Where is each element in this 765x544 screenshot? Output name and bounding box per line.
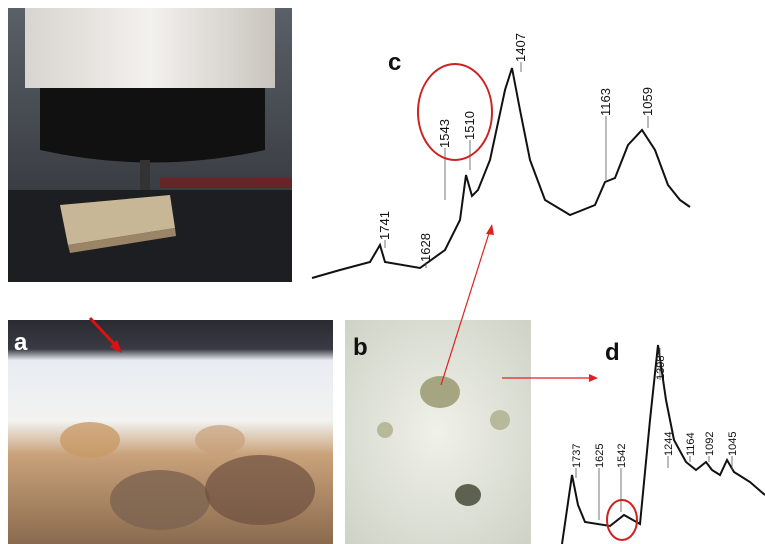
peak-label: 1244 xyxy=(663,432,675,456)
figure: a b c 1741 1628 1543 1510 1407 1163 1059 d 173… xyxy=(0,0,765,544)
panel-a: a xyxy=(8,318,333,544)
particle xyxy=(420,376,460,408)
particle xyxy=(455,484,481,506)
spectrum-d: d 1737 1625 1542 1398 1244 1164 1092 1045 xyxy=(502,339,765,544)
objective-ring xyxy=(40,88,265,163)
micrograph xyxy=(345,320,531,544)
peak-label: 1628 xyxy=(418,233,433,262)
objective-tip xyxy=(140,160,150,190)
peak-label: 1542 xyxy=(616,444,628,468)
peak-label: 1092 xyxy=(704,432,716,456)
microscope-photo xyxy=(8,8,292,282)
peak-label: 1407 xyxy=(513,33,528,62)
grain xyxy=(110,470,210,530)
panel-label: a xyxy=(14,329,28,356)
red-light xyxy=(160,178,292,188)
peak-label: 1163 xyxy=(598,88,613,116)
arrow-head xyxy=(589,374,598,382)
microscope-head xyxy=(25,8,275,88)
peak-label: 1059 xyxy=(640,87,655,116)
peak-label: 1045 xyxy=(727,432,739,456)
grain xyxy=(60,422,120,458)
peak-label: 1510 xyxy=(462,111,477,140)
peak-label: 1543 xyxy=(437,119,452,148)
panel-label: c xyxy=(388,49,401,76)
highlight-ellipse xyxy=(418,64,492,160)
grain xyxy=(195,425,245,455)
particle xyxy=(377,422,393,438)
peak-label: 1625 xyxy=(594,444,606,468)
peak-label: 1398 xyxy=(655,356,667,380)
panel-label: b xyxy=(353,334,368,361)
peak-labels: 1741 1628 1543 1510 1407 1163 1059 xyxy=(377,33,655,268)
peak-labels: 1737 1625 1542 1398 1244 1164 1092 1045 xyxy=(571,348,739,520)
panel-label: d xyxy=(605,339,620,366)
panel-b: b xyxy=(345,320,531,544)
peak-label: 1164 xyxy=(685,432,697,456)
peak-label: 1737 xyxy=(571,444,583,468)
spectrum-line xyxy=(312,68,690,278)
particle xyxy=(490,410,510,430)
peak-label: 1741 xyxy=(377,211,392,240)
arrow-head xyxy=(486,224,494,235)
grain xyxy=(205,455,315,525)
